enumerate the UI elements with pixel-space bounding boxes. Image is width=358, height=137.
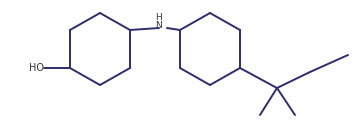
Text: N: N	[155, 22, 161, 31]
Text: HO: HO	[29, 63, 44, 73]
Text: H: H	[155, 12, 161, 22]
